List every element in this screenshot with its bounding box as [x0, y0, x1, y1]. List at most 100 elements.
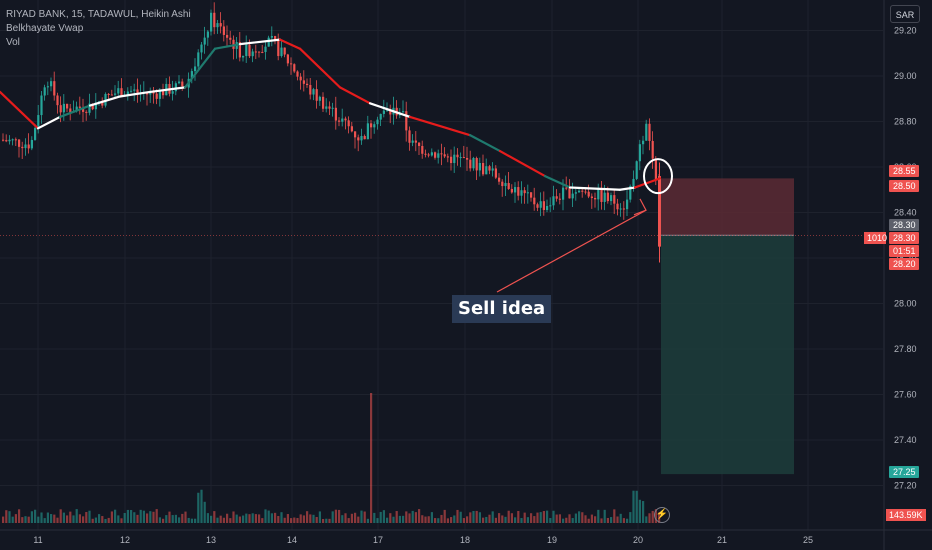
- volume-bar: [146, 513, 149, 523]
- candle: [91, 103, 94, 110]
- candle: [222, 26, 225, 35]
- volume-bar: [50, 514, 53, 523]
- volume-bar: [216, 517, 219, 523]
- y-tick-label: 27.20: [894, 481, 917, 491]
- volume-bar: [210, 515, 213, 523]
- candle: [328, 106, 331, 109]
- volume-bar: [446, 518, 449, 523]
- volume-bar: [98, 514, 101, 523]
- volume-bar: [619, 513, 622, 523]
- volume-bar: [242, 515, 245, 523]
- volume-bar: [328, 518, 331, 523]
- last-price-tag-bg: [889, 232, 919, 244]
- arrow-head: [633, 198, 647, 216]
- volume-bar: [411, 510, 414, 523]
- volume-bar: [488, 514, 491, 523]
- candle: [507, 183, 510, 189]
- volume-bar: [286, 514, 289, 523]
- volume-bar: [8, 511, 11, 523]
- currency-button[interactable]: SAR: [890, 5, 920, 23]
- volume-bar: [555, 514, 558, 523]
- candle: [299, 76, 302, 81]
- candle: [386, 110, 389, 112]
- volume-bar: [370, 393, 373, 523]
- candle: [539, 201, 542, 208]
- price-tags: 28.55 28.50 28.30 28.30 01:51 28.20 27.25 1010 1…: [864, 165, 926, 521]
- lightning-icon[interactable]: ⚡: [654, 507, 670, 523]
- volume-label[interactable]: Vol: [6, 37, 20, 48]
- candle: [402, 111, 405, 113]
- volume-bar: [251, 513, 254, 523]
- candle: [472, 158, 475, 169]
- volume-bar: [194, 518, 197, 523]
- time-axis[interactable]: 11 12 13 14 17 18 19 20 21 25: [0, 529, 932, 545]
- volume-bar: [594, 516, 597, 523]
- candle: [126, 91, 129, 95]
- volume-bar: [587, 518, 590, 523]
- volume-bar: [222, 517, 225, 523]
- volume-bar: [632, 490, 635, 523]
- y-tick-label: 27.40: [894, 435, 917, 445]
- candle: [21, 146, 24, 149]
- candle: [562, 187, 565, 200]
- volume-bar: [299, 514, 302, 523]
- volume-bar: [507, 510, 510, 523]
- volume-bar: [5, 510, 8, 523]
- volume-bar: [56, 517, 59, 523]
- volume-bar: [27, 516, 30, 523]
- candle: [568, 188, 571, 199]
- volume-bar: [536, 512, 539, 523]
- volume-bar: [174, 514, 177, 523]
- volume-bar: [386, 517, 389, 523]
- volume-bar: [123, 512, 126, 523]
- volume-bar: [389, 513, 392, 523]
- volume-bar: [581, 512, 584, 523]
- sell-idea-label[interactable]: Sell idea: [452, 295, 552, 323]
- candle: [411, 140, 414, 143]
- candle: [565, 187, 568, 189]
- volume-bar: [350, 513, 353, 523]
- candle: [590, 196, 593, 198]
- volume-bar: [514, 517, 517, 523]
- volume-bar: [312, 514, 315, 523]
- volume-bar: [59, 509, 62, 523]
- x-tick-label: 21: [717, 535, 727, 545]
- annotations: [496, 158, 673, 293]
- volume-bar: [178, 517, 181, 523]
- mid-tag: 28.30: [893, 220, 916, 230]
- candle: [94, 102, 97, 110]
- candle: [488, 166, 491, 171]
- price-axis[interactable]: 29.2029.0028.8028.6028.4028.2028.0027.80…: [883, 0, 917, 550]
- candle: [5, 140, 8, 142]
- vwap-segment: [58, 104, 92, 119]
- candle: [229, 37, 232, 40]
- candle: [517, 187, 520, 196]
- x-tick-label: 19: [547, 535, 557, 545]
- symbol-title[interactable]: RIYAD BANK, 15, TADAWUL, Heikin Ashi: [6, 9, 191, 20]
- candle: [613, 195, 616, 204]
- candle: [274, 36, 277, 41]
- volume-bar: [40, 512, 43, 523]
- vwap-segment: [118, 90, 152, 98]
- vwap-segment: [618, 186, 637, 191]
- volume-bar: [398, 515, 401, 523]
- candle: [350, 126, 353, 132]
- candle: [418, 142, 421, 146]
- candle: [360, 135, 363, 141]
- volume-bar: [478, 512, 481, 523]
- candle: [405, 111, 408, 131]
- volume-bar: [152, 511, 155, 523]
- candle: [485, 166, 488, 175]
- position-zones[interactable]: [0, 178, 883, 475]
- volume-bar: [21, 517, 24, 523]
- candle: [178, 81, 181, 84]
- last-price-tag: 28.30: [893, 233, 916, 243]
- indicator-label[interactable]: Belkhayate Vwap: [6, 23, 84, 34]
- candle: [203, 37, 206, 45]
- candle: [290, 63, 293, 65]
- candle: [616, 203, 619, 210]
- candle: [357, 137, 360, 141]
- x-tick-label: 17: [373, 535, 383, 545]
- volume-bar: [322, 518, 325, 523]
